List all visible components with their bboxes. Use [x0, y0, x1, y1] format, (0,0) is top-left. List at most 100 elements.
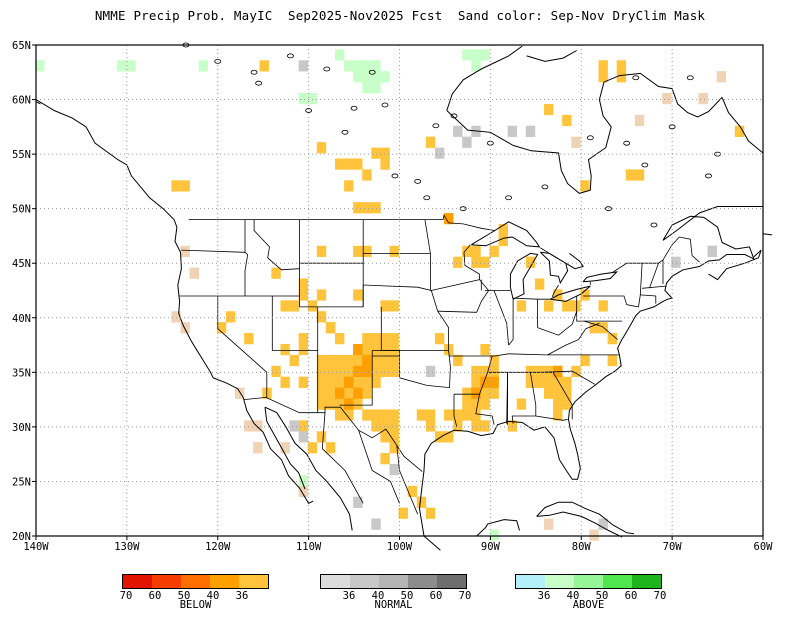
below-36-cell	[316, 311, 327, 323]
normal-cell	[371, 518, 381, 530]
forecast-cells	[35, 49, 745, 541]
below-36-cell	[362, 333, 372, 345]
above-cell	[471, 49, 481, 61]
lat-tick-label: 60N	[12, 95, 31, 107]
dry-mask-cell	[716, 71, 727, 83]
legend-above-ticks: 36 40 50 60 70	[515, 589, 667, 602]
below-36-cell	[244, 333, 254, 345]
above-cell	[371, 60, 381, 72]
political-border	[339, 350, 373, 406]
below-36-cell	[607, 333, 617, 345]
below-36-cell	[353, 376, 363, 388]
lon-tick-label: 60W	[754, 541, 774, 553]
political-border	[540, 247, 559, 260]
normal-cell	[353, 496, 363, 508]
below-36-cell	[344, 354, 354, 367]
below-40-cell	[471, 387, 481, 399]
below-36-cell	[316, 365, 327, 377]
normal-cell	[598, 518, 608, 530]
legend-below-tick: 70	[119, 590, 133, 602]
below-36-cell	[389, 333, 399, 345]
above-cell	[353, 71, 363, 83]
below-36-cell	[389, 354, 399, 367]
lake-outline	[632, 75, 640, 81]
political-border	[576, 296, 623, 322]
political-border	[217, 296, 268, 398]
below-36-cell	[225, 311, 236, 323]
below-40-cell	[334, 387, 345, 399]
coastline	[264, 406, 353, 531]
coastline	[476, 519, 520, 537]
dry-mask-cell	[589, 529, 599, 541]
coastline	[536, 511, 623, 538]
normal-cell	[434, 147, 445, 159]
below-36-cell	[416, 496, 427, 508]
below-40-cell	[353, 387, 363, 399]
lake-outline	[391, 173, 399, 179]
coastline	[446, 72, 723, 194]
above-cell	[380, 71, 390, 83]
below-36-cell	[489, 354, 499, 367]
dry-mask-cell	[180, 322, 190, 334]
political-border	[551, 284, 559, 298]
below-36-cell	[562, 376, 572, 388]
lake-outline	[705, 173, 712, 179]
lake-outline	[605, 206, 612, 212]
below-36-cell	[589, 322, 599, 334]
below-36-cell	[462, 387, 472, 399]
below-40-cell	[344, 398, 354, 410]
lake-outline	[414, 178, 422, 184]
political-border	[321, 412, 364, 504]
lake-outline	[668, 124, 676, 130]
legend-normal-tick: 60	[429, 590, 443, 602]
below-36-cell	[316, 387, 327, 399]
normal-cell	[507, 125, 518, 137]
lake-outline	[368, 69, 376, 75]
below-36-cell	[453, 354, 463, 367]
below-36-cell	[534, 376, 545, 388]
normal-cell	[389, 463, 399, 476]
lake-outline	[641, 162, 649, 168]
below-36-cell	[616, 71, 627, 83]
below-36-cell	[634, 169, 645, 181]
below-36-cell	[371, 354, 381, 367]
below-36-cell	[444, 409, 454, 421]
below-36-cell	[362, 409, 372, 421]
legend-above-swatch	[574, 575, 603, 588]
political-border	[363, 284, 450, 351]
political-border	[253, 219, 300, 271]
below-36-cell	[353, 158, 363, 170]
below-36-cell	[462, 398, 472, 410]
below-36-cell	[371, 376, 381, 388]
below-36-cell	[480, 420, 490, 432]
legend-above-tick: 50	[595, 590, 609, 602]
normal-cell	[298, 60, 309, 72]
dry-mask-cell	[189, 267, 199, 279]
below-36-cell	[525, 365, 536, 377]
lake-outline	[287, 53, 294, 59]
legend-below-tick: 36	[235, 590, 249, 602]
below-36-cell	[271, 267, 281, 279]
lat-tick-label: 25N	[12, 476, 31, 488]
below-36-cell	[316, 245, 327, 257]
below-36-cell	[543, 365, 554, 377]
above-cell	[353, 60, 363, 72]
legend-normal-swatch	[379, 575, 408, 588]
political-border	[244, 396, 423, 472]
below-36-cell	[480, 365, 490, 377]
below-36-cell	[344, 409, 354, 421]
below-36-cell	[380, 333, 390, 345]
below-36-cell	[371, 147, 381, 159]
below-36-cell	[580, 354, 590, 367]
lake-outline	[381, 102, 389, 108]
below-36-cell	[598, 60, 608, 72]
below-36-cell	[280, 300, 290, 312]
below-36-cell	[553, 387, 563, 399]
below-36-cell	[471, 256, 481, 268]
lon-tick-label: 90W	[481, 541, 501, 553]
political-border	[448, 353, 620, 357]
lake-outline	[586, 135, 594, 141]
axis-labels: 20N 25N 30N 35N 40N 45N 50N 55N 60N 65N 140W 130W 12…	[12, 40, 773, 553]
below-36-cell	[280, 343, 290, 356]
below-36-cell	[325, 322, 336, 334]
